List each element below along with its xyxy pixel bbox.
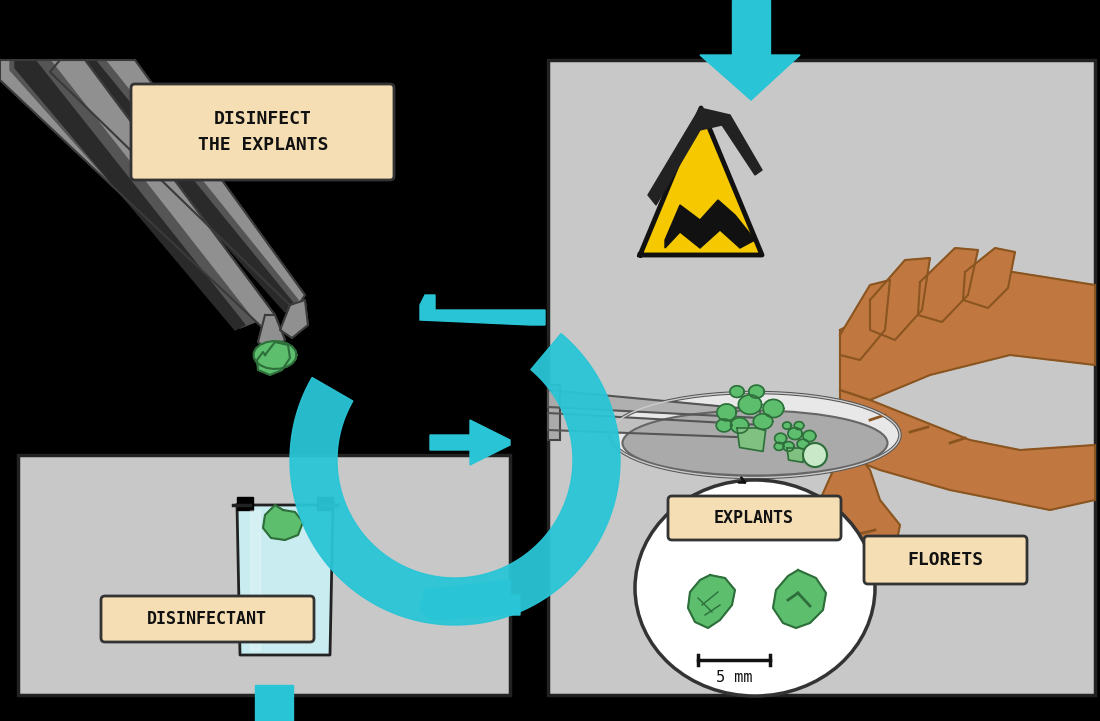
Polygon shape bbox=[774, 433, 786, 443]
Polygon shape bbox=[774, 443, 784, 451]
Polygon shape bbox=[420, 580, 520, 620]
Polygon shape bbox=[749, 385, 764, 398]
Polygon shape bbox=[754, 414, 772, 429]
Ellipse shape bbox=[623, 410, 888, 476]
Ellipse shape bbox=[635, 480, 874, 696]
Polygon shape bbox=[688, 575, 735, 628]
Polygon shape bbox=[788, 428, 802, 440]
Text: 5 mm: 5 mm bbox=[716, 671, 752, 686]
Polygon shape bbox=[730, 386, 744, 397]
Bar bbox=[732, 0, 770, 55]
Polygon shape bbox=[773, 570, 826, 628]
Polygon shape bbox=[254, 341, 297, 369]
Polygon shape bbox=[420, 295, 544, 325]
Polygon shape bbox=[794, 422, 804, 430]
Polygon shape bbox=[700, 55, 800, 100]
Text: FLORETS: FLORETS bbox=[906, 551, 983, 569]
Polygon shape bbox=[803, 430, 816, 441]
Text: DISINFECT
THE EXPLANTS: DISINFECT THE EXPLANTS bbox=[198, 110, 328, 154]
Polygon shape bbox=[840, 390, 1094, 510]
Polygon shape bbox=[870, 258, 930, 340]
Polygon shape bbox=[640, 108, 762, 255]
Polygon shape bbox=[10, 60, 255, 328]
Polygon shape bbox=[763, 399, 784, 417]
Polygon shape bbox=[258, 315, 285, 352]
Polygon shape bbox=[317, 497, 333, 510]
FancyBboxPatch shape bbox=[131, 84, 394, 180]
Polygon shape bbox=[962, 248, 1015, 308]
Polygon shape bbox=[548, 390, 760, 418]
Polygon shape bbox=[280, 300, 308, 338]
Polygon shape bbox=[783, 442, 794, 451]
Polygon shape bbox=[290, 334, 620, 625]
Polygon shape bbox=[430, 420, 510, 465]
Bar bbox=[255, 685, 293, 721]
FancyBboxPatch shape bbox=[101, 596, 314, 642]
Polygon shape bbox=[263, 505, 302, 540]
FancyBboxPatch shape bbox=[864, 536, 1027, 584]
Bar bbox=[548, 60, 1094, 695]
Polygon shape bbox=[0, 60, 275, 330]
Polygon shape bbox=[737, 428, 766, 451]
Circle shape bbox=[803, 443, 827, 467]
Polygon shape bbox=[840, 270, 1094, 400]
Polygon shape bbox=[730, 417, 749, 433]
Polygon shape bbox=[840, 280, 890, 360]
Polygon shape bbox=[786, 448, 804, 462]
Polygon shape bbox=[548, 413, 762, 438]
Bar bbox=[548, 385, 560, 440]
Polygon shape bbox=[236, 505, 333, 655]
Polygon shape bbox=[783, 422, 791, 429]
Polygon shape bbox=[918, 248, 978, 322]
Polygon shape bbox=[236, 497, 253, 510]
Bar bbox=[18, 455, 510, 695]
Polygon shape bbox=[716, 419, 732, 432]
Bar bbox=[18, 455, 510, 695]
Polygon shape bbox=[717, 404, 736, 421]
Text: EXPLANTS: EXPLANTS bbox=[714, 509, 794, 527]
Polygon shape bbox=[15, 60, 245, 330]
Polygon shape bbox=[738, 395, 761, 415]
FancyBboxPatch shape bbox=[668, 496, 842, 540]
Polygon shape bbox=[257, 342, 290, 375]
Bar bbox=[548, 60, 1094, 695]
Polygon shape bbox=[648, 108, 762, 205]
Polygon shape bbox=[820, 455, 900, 560]
Polygon shape bbox=[60, 60, 298, 310]
Text: DISINFECTANT: DISINFECTANT bbox=[147, 610, 267, 628]
Polygon shape bbox=[798, 439, 808, 448]
Ellipse shape bbox=[610, 392, 900, 477]
Polygon shape bbox=[68, 60, 293, 312]
Polygon shape bbox=[50, 60, 305, 310]
Polygon shape bbox=[250, 510, 260, 650]
Polygon shape bbox=[666, 200, 755, 248]
